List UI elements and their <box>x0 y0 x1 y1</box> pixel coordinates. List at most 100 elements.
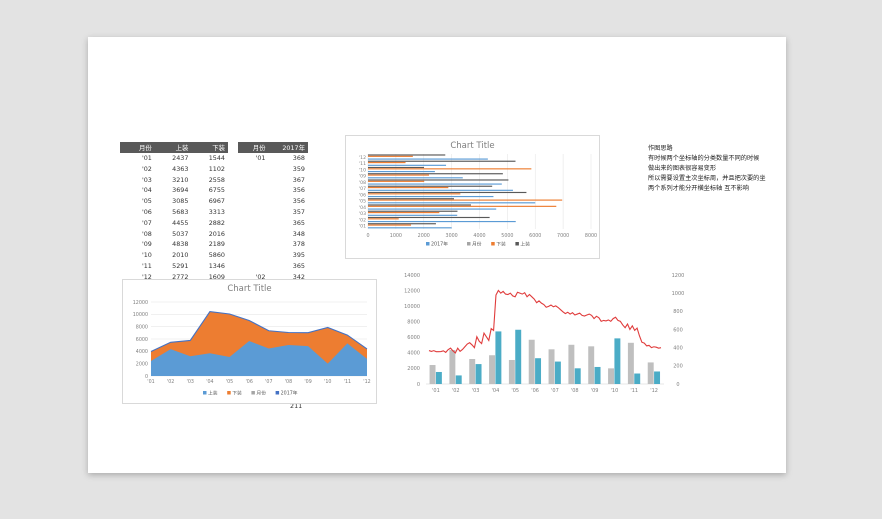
bar <box>368 180 425 182</box>
table-cell: 4838 <box>172 240 189 249</box>
x-tick-label: '06 <box>531 388 539 394</box>
table-cell: '05 <box>141 197 152 206</box>
table-cell: 367 <box>292 175 305 184</box>
area-chart-svg: 0 2000 4000 6000 8000 10000 12000 '01 '02 '03 '04 '… <box>133 300 371 397</box>
table-cell <box>238 218 268 229</box>
table-cell: 378 <box>292 240 305 249</box>
bar <box>594 366 601 384</box>
line-series <box>428 289 662 354</box>
bar <box>368 214 458 216</box>
table-row: 378 <box>238 239 308 250</box>
table-cell: 359 <box>292 164 305 173</box>
x-tick-label: '10 <box>611 388 619 394</box>
bar-line-combo-chart[interactable]: 0 2000 4000 6000 8000 10000 12000 14000 0 200 400 6… <box>388 262 688 397</box>
table-header-cell: 月份 <box>238 142 269 153</box>
table-cell: 365 <box>292 261 305 270</box>
x-tick-label: '05 <box>226 379 233 385</box>
y-tick-label: 2000 <box>136 361 148 367</box>
table-cell: 6755 <box>208 186 225 195</box>
x-tick-label: '12 <box>650 388 658 394</box>
bar <box>368 160 516 162</box>
table-cell-partial: 211 <box>290 402 303 410</box>
table-cell: 356 <box>292 197 305 206</box>
bar <box>368 205 557 207</box>
table-row: 367 <box>238 175 308 186</box>
y-tick-label: '11 <box>359 161 366 167</box>
bar <box>368 218 399 220</box>
legend-label: 下装 <box>232 390 242 397</box>
x-tick-label: '07 <box>265 379 272 385</box>
x-tick-label: '03 <box>187 379 194 385</box>
legend-swatch <box>426 242 430 246</box>
table-row: '06 5683 3313 <box>120 207 228 218</box>
bar <box>568 344 575 384</box>
area-chart[interactable]: Chart Title 0 2000 4000 6000 8000 10000 12000 '… <box>122 279 377 404</box>
y-tick-label: 14000 <box>404 273 420 279</box>
table-cell: 2189 <box>208 240 225 249</box>
table-header-cell: 月份 <box>120 142 155 153</box>
bar <box>368 155 413 157</box>
bar <box>368 164 447 166</box>
bar <box>368 210 458 212</box>
bar <box>608 368 615 384</box>
bar <box>368 189 513 191</box>
table-row: '01 368 <box>238 153 308 164</box>
legend-label: 下装 <box>496 241 506 248</box>
table-row: '01 2437 1544 <box>120 153 228 164</box>
table-cell: 4363 <box>172 164 189 173</box>
table-row: 356 <box>238 185 308 196</box>
table-header-row: 月份 上装 下装 <box>120 142 228 153</box>
table-cell: 1609 <box>208 272 225 281</box>
x-tick-label: 6000 <box>529 233 541 239</box>
y-tick-label: '02 <box>359 217 366 223</box>
x-tick-label: '07 <box>551 388 559 394</box>
legend-swatch <box>251 391 255 395</box>
x-tick-label: '12 <box>363 379 370 385</box>
table-cell <box>238 229 268 240</box>
table-cell: 2010 <box>172 251 189 260</box>
table-cell: 3085 <box>172 197 189 206</box>
y-tick-label: '09 <box>359 174 366 180</box>
table-cell: 5037 <box>172 229 189 238</box>
table-cell: 5683 <box>172 207 189 216</box>
table-row: '10 2010 5860 <box>120 250 228 261</box>
x-tick-label: 1000 <box>390 233 402 239</box>
x-tick-label: '09 <box>304 379 311 385</box>
bar <box>368 187 449 189</box>
table-row: '07 4455 2882 <box>120 218 228 229</box>
horizontal-bar-chart[interactable]: Chart Title 0 1000 2000 3000 4000 5000 6000 700… <box>345 135 600 259</box>
legend-swatch <box>491 242 495 246</box>
table-cell <box>238 250 268 261</box>
legend-label: 2017年 <box>281 390 298 397</box>
y2-tick-label: 0 <box>676 382 679 388</box>
note-line: 两个系列才能分开横坐标轴 互不影响 <box>648 185 749 192</box>
table-cell: '01 <box>255 154 266 162</box>
bar <box>495 331 502 384</box>
bar <box>508 359 515 384</box>
x-tick-label: '08 <box>285 379 292 385</box>
x-tick-label: 2000 <box>418 233 430 239</box>
y-tick-label: '03 <box>359 211 366 217</box>
table-cell: 2882 <box>208 218 225 227</box>
y2-tick-label: 600 <box>673 327 683 333</box>
bar <box>368 216 490 219</box>
bar <box>435 371 442 384</box>
table-cell: '01 <box>141 154 152 162</box>
bar <box>368 173 503 175</box>
y-tick-label: 12000 <box>404 288 420 294</box>
bar <box>368 183 502 185</box>
table-header-cell: 上装 <box>154 142 192 153</box>
chart-title: Chart Title <box>450 141 495 151</box>
table-cell: 2016 <box>208 229 225 238</box>
y2-tick-label: 800 <box>673 309 683 315</box>
legend-swatch <box>467 242 471 246</box>
x-tick-label: 8000 <box>585 233 597 239</box>
table-row: '05 3085 6967 <box>120 196 228 207</box>
table-cell: '02 <box>141 164 152 173</box>
y-tick-label: 0 <box>145 374 148 380</box>
y2-tick-label: 1200 <box>672 273 685 279</box>
y-tick-label: 10000 <box>404 304 420 310</box>
table-cell: 342 <box>292 272 305 281</box>
table-row: 365 <box>238 218 308 229</box>
table-cell: 1346 <box>208 261 225 270</box>
